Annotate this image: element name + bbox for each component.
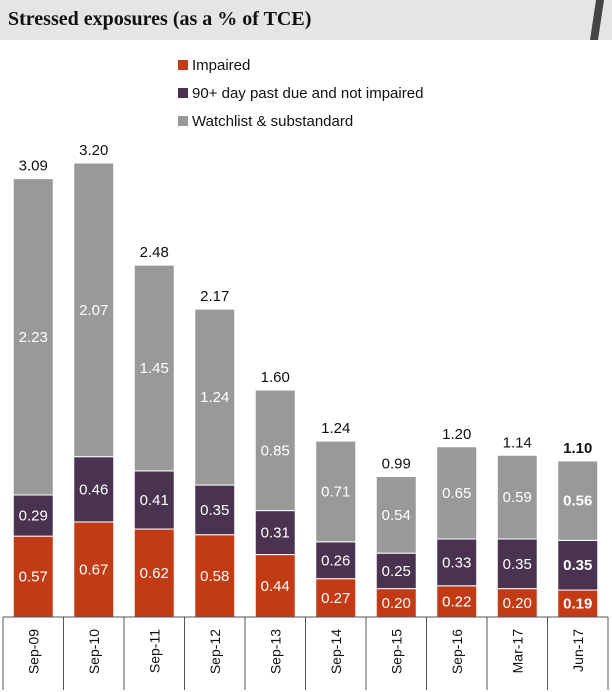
bar-segment xyxy=(73,456,115,523)
bar-value-label: 1.45 xyxy=(140,360,169,377)
bar-total-label: 2.48 xyxy=(140,244,169,261)
bar-segment xyxy=(436,446,478,540)
bar-segment xyxy=(375,476,417,554)
bar-segment xyxy=(254,554,296,618)
bar-total-label: 1.10 xyxy=(563,440,592,457)
bar-value-label: 0.35 xyxy=(563,557,592,574)
legend-label: 90+ day past due and not impaired xyxy=(192,85,423,102)
bar-segment xyxy=(557,460,599,541)
legend-swatch xyxy=(178,60,188,70)
bar-segment xyxy=(12,535,54,618)
bar-value-label: 0.54 xyxy=(382,507,411,524)
bar-value-label: 0.26 xyxy=(321,552,350,569)
legend-label: Impaired xyxy=(192,57,250,74)
bar-value-label: 0.46 xyxy=(79,481,108,498)
bar-segment xyxy=(254,510,296,556)
bar-value-label: 0.65 xyxy=(442,485,471,502)
bar-total-label: 1.14 xyxy=(503,434,532,451)
bar-value-label: 0.67 xyxy=(79,561,108,578)
chart-header: Stressed exposures (as a % of TCE) xyxy=(0,0,612,40)
bar-value-label: 2.23 xyxy=(19,329,48,346)
bar-value-label: 0.20 xyxy=(382,595,411,612)
chart-legend: Impaired 90+ day past due and not impaire… xyxy=(178,57,423,130)
bar-segment xyxy=(436,538,478,587)
x-tick-label: Sep-14 xyxy=(328,629,344,674)
bar-value-label: 0.71 xyxy=(321,483,350,500)
bar-segment xyxy=(496,454,538,540)
bar-value-label: 0.58 xyxy=(200,568,229,585)
bar-total-label: 0.99 xyxy=(382,456,411,473)
legend-label: Watchlist & substandard xyxy=(192,113,353,130)
bar-segment xyxy=(194,308,236,486)
bar-value-label: 0.85 xyxy=(261,442,290,459)
x-tick-label: Sep-15 xyxy=(388,629,404,674)
bar-total-label: 3.20 xyxy=(79,142,108,159)
bar-value-label: 0.31 xyxy=(261,525,290,542)
header-stripe-decoration xyxy=(590,0,604,40)
bar-value-label: 2.07 xyxy=(79,302,108,319)
x-tick-label: Mar-17 xyxy=(509,629,525,674)
bar-segment xyxy=(254,389,296,512)
x-tick-label: Sep-12 xyxy=(207,629,223,674)
x-tick-label: Sep-11 xyxy=(146,629,162,673)
bar-total-label: 1.24 xyxy=(321,420,350,437)
bar-value-label: 0.25 xyxy=(382,563,411,580)
x-axis: Sep-09 Sep-10 Sep-11 Sep-12 Sep-13 Sep-14 Sep-… xyxy=(2,616,609,690)
legend-swatch xyxy=(178,88,188,98)
legend-swatch xyxy=(178,116,188,126)
bar-segment xyxy=(133,470,175,530)
bar-segment xyxy=(496,538,538,590)
bar-value-label: 0.56 xyxy=(563,493,592,510)
bar-value-label: 0.27 xyxy=(321,590,350,607)
bar-value-label: 0.59 xyxy=(503,489,532,506)
bar-value-label: 0.35 xyxy=(200,502,229,519)
x-tick-label: Jun-17 xyxy=(570,629,586,672)
bar-value-label: 0.57 xyxy=(19,569,48,586)
x-tick-label: Sep-09 xyxy=(25,629,41,674)
bar-segment xyxy=(315,440,357,543)
bar-segment xyxy=(12,178,54,496)
bar-segment xyxy=(133,528,175,618)
bar-segment xyxy=(557,539,599,591)
x-tick-label: Sep-10 xyxy=(86,629,102,674)
bar-segment xyxy=(133,264,175,472)
bar-value-label: 0.44 xyxy=(261,578,290,595)
bar-value-label: 0.33 xyxy=(442,554,471,571)
bar-total-label: 2.17 xyxy=(200,288,229,305)
bar-area: 0.57 0.29 2.23 3.09 0.67 0.46 2.07 3.20 0.62 0.41… xyxy=(12,142,599,618)
x-tick-label: Sep-13 xyxy=(267,629,283,674)
bar-segment xyxy=(194,484,236,536)
bar-segment xyxy=(73,162,115,458)
bar-value-label: 0.41 xyxy=(140,492,169,509)
bar-value-label: 1.24 xyxy=(200,389,229,406)
bar-value-label: 0.62 xyxy=(140,565,169,582)
bar-value-label: 0.20 xyxy=(503,595,532,612)
bar-segment xyxy=(315,541,357,580)
bar-total-label: 3.09 xyxy=(19,158,48,175)
bar-value-label: 0.19 xyxy=(563,596,592,613)
bar-value-label: 0.35 xyxy=(503,556,532,573)
bar-value-label: 0.22 xyxy=(442,593,471,610)
bar-total-label: 1.20 xyxy=(442,426,471,443)
x-tick-label: Sep-16 xyxy=(449,629,465,674)
bar-total-label: 1.60 xyxy=(261,369,290,386)
chart-title: Stressed exposures (as a % of TCE) xyxy=(8,8,312,30)
bar-segment xyxy=(194,534,236,618)
bar-value-label: 0.29 xyxy=(19,508,48,525)
